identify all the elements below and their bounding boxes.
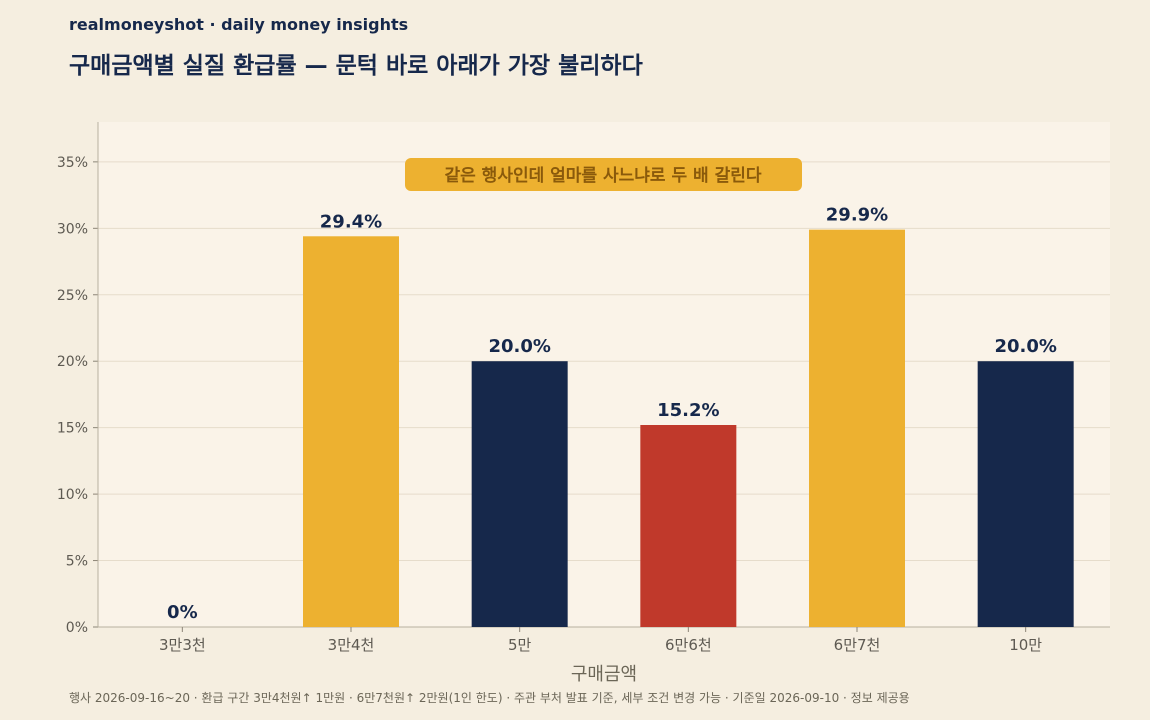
page-title: 구매금액별 실질 환급률 — 문턱 바로 아래가 가장 불리하다 — [69, 53, 643, 79]
y-tick-label: 30% — [57, 221, 88, 237]
x-tick-label: 10만 — [1009, 636, 1042, 654]
footer-note: 행사 2026-09-16~20 · 환급 구간 3만4천원↑ 1만원 · 6만… — [69, 691, 910, 705]
x-tick-label: 6만6천 — [665, 636, 712, 654]
annotation-box — [405, 158, 802, 191]
x-axis-label: 구매금액 — [571, 664, 637, 685]
y-tick-label: 0% — [66, 620, 88, 636]
bar — [809, 229, 905, 628]
y-tick-label: 25% — [57, 288, 88, 304]
y-tick-label: 10% — [57, 487, 88, 503]
bar — [640, 425, 737, 627]
x-tick-label: 5만 — [508, 636, 532, 654]
bar — [471, 361, 568, 627]
y-tick-label: 35% — [57, 155, 88, 171]
plot-area — [98, 122, 1110, 627]
brand-subtitle: realmoneyshot · daily money insights — [69, 15, 409, 34]
annotation-text: 같은 행사인데 얼마를 사느냐로 두 배 갈린다 — [444, 166, 761, 186]
bar-value-label: 29.4% — [320, 211, 382, 232]
bar-value-label: 15.2% — [657, 400, 719, 421]
y-tick-label: 5% — [66, 554, 88, 570]
bar — [977, 361, 1074, 627]
bar — [303, 236, 399, 627]
bar-value-label: 20.0% — [488, 336, 550, 357]
x-tick-label: 3만3천 — [159, 636, 206, 654]
x-tick-label: 6만7천 — [834, 636, 881, 654]
bar-value-label: 0% — [167, 602, 198, 623]
y-tick-label: 20% — [57, 354, 88, 370]
bar-value-label: 29.9% — [826, 205, 888, 226]
y-tick-label: 15% — [57, 421, 88, 437]
x-tick-label: 3만4천 — [328, 636, 375, 654]
bar-value-label: 20.0% — [994, 336, 1056, 357]
